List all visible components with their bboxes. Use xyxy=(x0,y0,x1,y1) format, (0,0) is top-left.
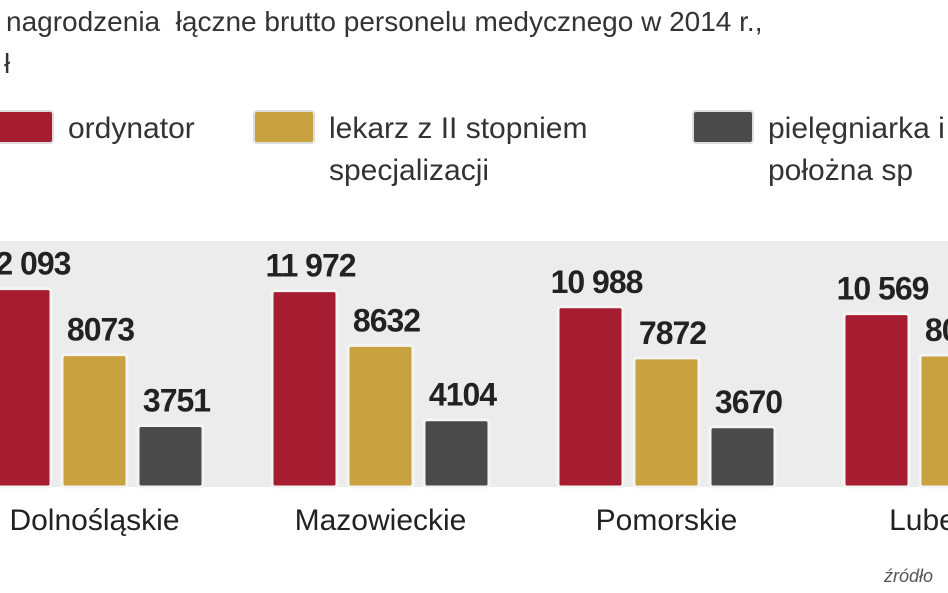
value-label: 7872 xyxy=(639,315,706,351)
legend-label: pielęgniarka i położna sp xyxy=(768,112,945,187)
legend-item: ordynator xyxy=(0,108,268,150)
value-label: 12 093 xyxy=(0,246,71,282)
legend-swatch xyxy=(692,110,754,144)
bar xyxy=(422,418,491,489)
value-label: 8050 xyxy=(925,312,948,348)
legend-item: lekarz z II stopniem specjalizacji xyxy=(253,108,629,192)
bar xyxy=(632,356,701,489)
x-tick-label: Pomorskie xyxy=(596,504,738,537)
chart-title: nagrodzenia łączne brutto personelu medy… xyxy=(6,6,763,37)
bar xyxy=(60,353,129,489)
x-tick-label: Mazowieckie xyxy=(295,504,467,537)
source: źródło xyxy=(884,566,934,586)
x-tick-label: Dolnośląskie xyxy=(9,504,179,537)
value-label: 10 988 xyxy=(551,264,643,300)
value-label: 10 569 xyxy=(837,271,929,307)
legend-swatch xyxy=(253,110,315,144)
bar xyxy=(708,425,777,489)
value-label: 3670 xyxy=(715,384,782,420)
legend-label: lekarz z II stopniem specjalizacji xyxy=(329,112,588,187)
value-label: 8073 xyxy=(67,312,134,348)
bar xyxy=(270,289,339,489)
value-label: 3751 xyxy=(143,382,210,418)
bar xyxy=(346,343,415,489)
bar xyxy=(136,423,205,489)
chart-subtitle: ł xyxy=(4,48,11,79)
bar xyxy=(0,287,53,489)
legend-swatch xyxy=(0,110,54,144)
value-label: 4104 xyxy=(429,377,497,413)
bar xyxy=(842,312,911,489)
legend-label: ordynator xyxy=(68,112,195,145)
value-label: 8632 xyxy=(353,302,420,338)
x-tick-label: Lubelskie xyxy=(889,504,948,537)
legend-item: pielęgniarka i położna sp xyxy=(692,108,948,192)
value-label: 11 972 xyxy=(265,248,355,284)
bar xyxy=(918,353,948,489)
bar xyxy=(556,305,625,489)
